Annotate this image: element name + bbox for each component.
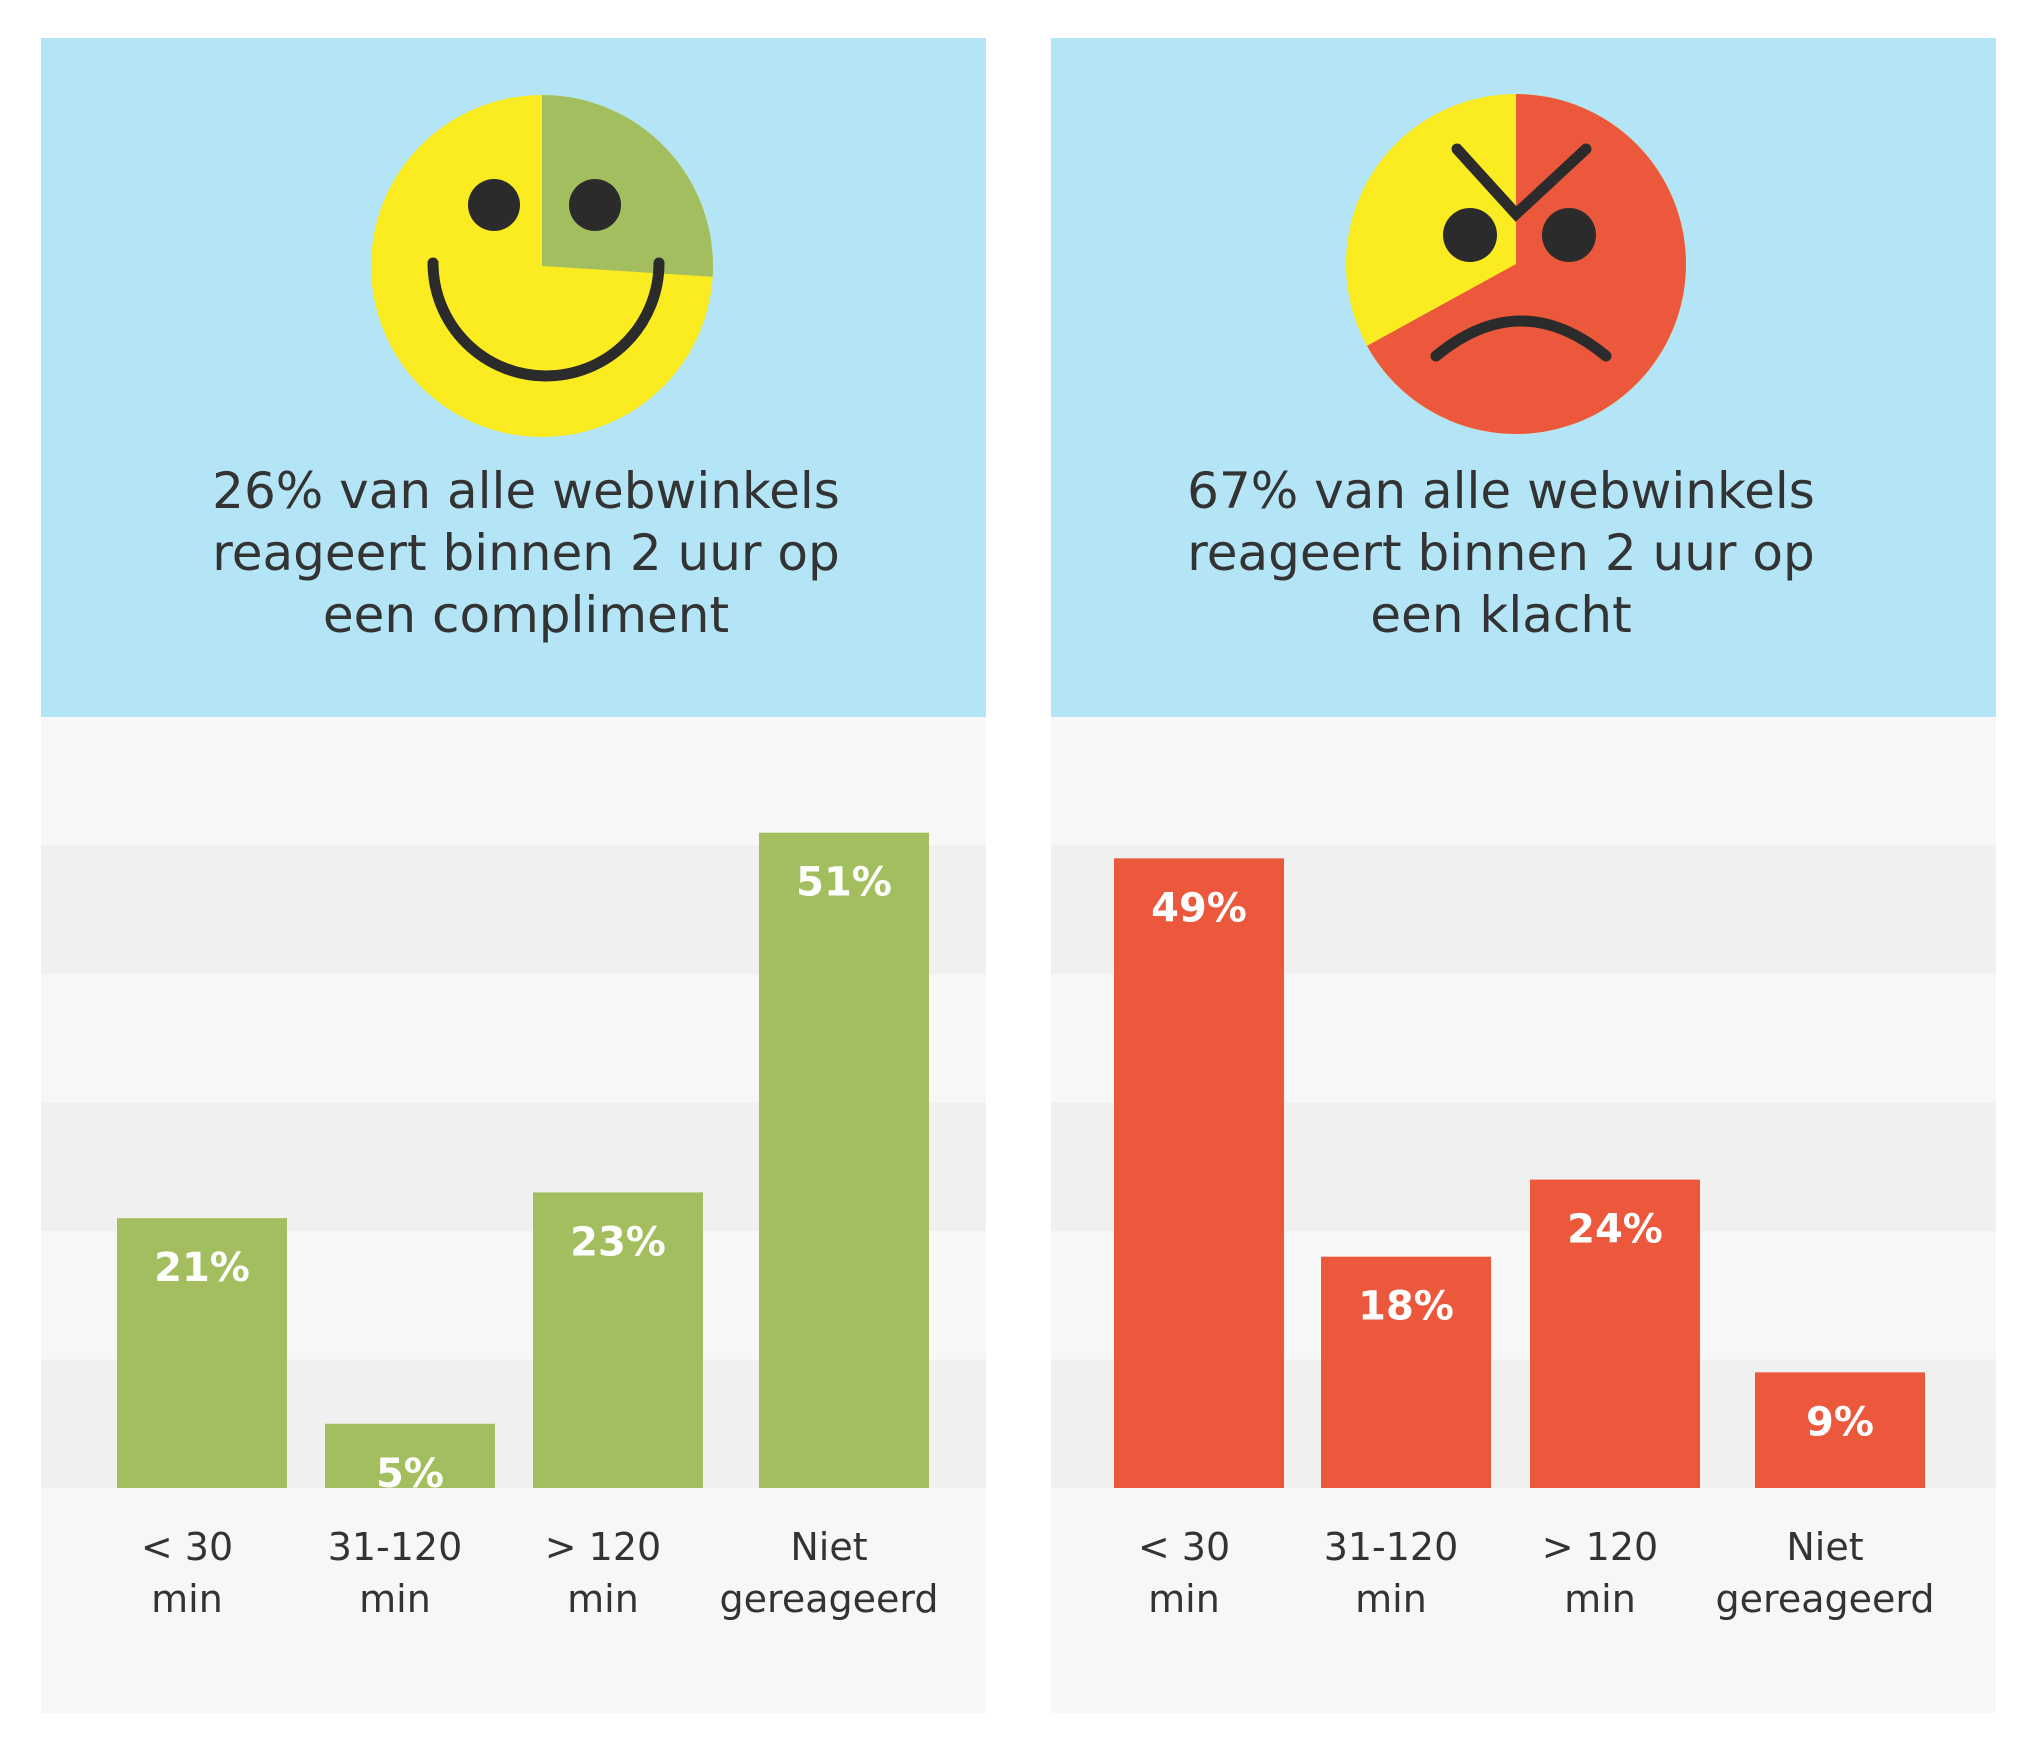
panel-title: 67% van alle webwinkels reageert binnen 2… bbox=[1187, 462, 1815, 644]
eye bbox=[468, 179, 520, 231]
category-label: < 30 min bbox=[141, 1525, 233, 1621]
category-label: > 120 min bbox=[545, 1525, 661, 1621]
category-label: 31-120 min bbox=[1324, 1525, 1459, 1621]
brows bbox=[1451, 143, 1592, 222]
value-label: 9% bbox=[1806, 1399, 1874, 1445]
bar bbox=[1530, 1179, 1700, 1488]
bar bbox=[325, 1423, 495, 1488]
category-label: < 30 min bbox=[1138, 1525, 1230, 1621]
value-label: 23% bbox=[570, 1219, 666, 1265]
value-label: 51% bbox=[796, 860, 892, 906]
category-label: > 120 min bbox=[1542, 1525, 1658, 1621]
face-slice bbox=[542, 95, 714, 277]
bar bbox=[1114, 858, 1284, 1488]
panel-title: 26% van alle webwinkels reageert binnen 2… bbox=[212, 462, 840, 644]
bar bbox=[533, 1192, 703, 1488]
bar bbox=[759, 832, 929, 1488]
value-label: 5% bbox=[376, 1451, 444, 1497]
value-label: 24% bbox=[1567, 1207, 1663, 1253]
category-label: Niet gereageerd bbox=[1716, 1525, 1935, 1621]
eye bbox=[1443, 208, 1497, 262]
eye bbox=[1542, 208, 1596, 262]
category-label: 31-120 min bbox=[328, 1525, 463, 1621]
value-label: 21% bbox=[154, 1245, 250, 1291]
value-label: 18% bbox=[1358, 1284, 1454, 1330]
bar bbox=[117, 1218, 287, 1488]
frown bbox=[1430, 315, 1612, 362]
bar bbox=[1755, 1372, 1925, 1488]
category-label: Niet gereageerd bbox=[720, 1525, 939, 1621]
bar bbox=[1321, 1256, 1491, 1488]
smile bbox=[427, 257, 665, 382]
eye bbox=[569, 179, 621, 231]
value-label: 49% bbox=[1151, 885, 1247, 931]
